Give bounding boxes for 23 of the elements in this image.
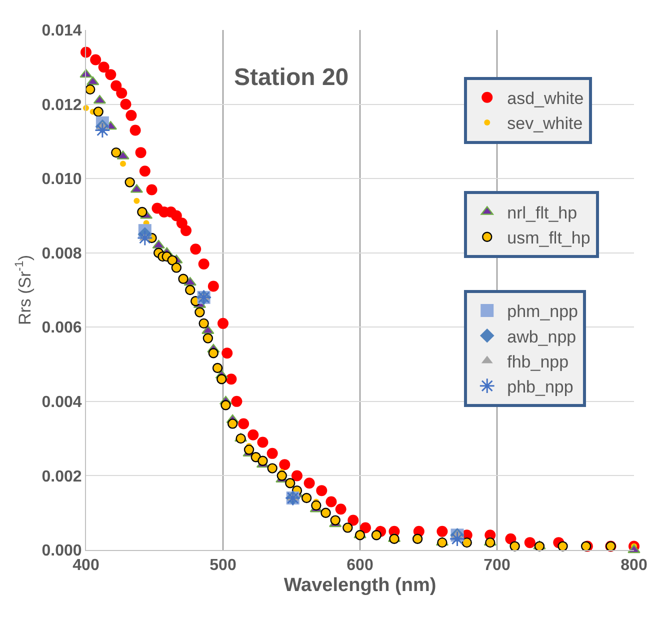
y-tick-label: 0.012 bbox=[42, 96, 82, 114]
y-tick-label: 0.010 bbox=[42, 171, 82, 188]
y-tick-label: 0.004 bbox=[42, 394, 82, 412]
x-tick-label: 600 bbox=[346, 557, 374, 574]
y-tick-label: 0.002 bbox=[42, 468, 82, 486]
legend-label: nrl_flt_hp bbox=[507, 203, 578, 222]
x-tick-label: 400 bbox=[72, 557, 100, 574]
y-tick-label: 0.000 bbox=[42, 542, 82, 560]
y-tick-label: 0.006 bbox=[42, 320, 82, 337]
text: Station 20 bbox=[234, 64, 349, 91]
legend-label: usm_flt_hp bbox=[507, 228, 590, 248]
legend-label: phb_npp bbox=[507, 377, 574, 396]
x-tick-label: 700 bbox=[484, 557, 510, 574]
x-tick-label: 800 bbox=[620, 557, 648, 574]
legend-label: asd_white bbox=[507, 88, 584, 108]
legend-label: phm_npp bbox=[507, 302, 578, 322]
x-tick-label: 500 bbox=[210, 557, 236, 574]
legend-label: awb_npp bbox=[507, 327, 576, 346]
x-axis-title: Wavelength (nm) bbox=[284, 575, 436, 596]
y-tick-label: 0.008 bbox=[42, 245, 82, 262]
y-tick-label: 0.014 bbox=[42, 22, 82, 40]
legend-label: sev_white bbox=[507, 114, 583, 134]
legend-label: fhb_npp bbox=[507, 352, 569, 372]
